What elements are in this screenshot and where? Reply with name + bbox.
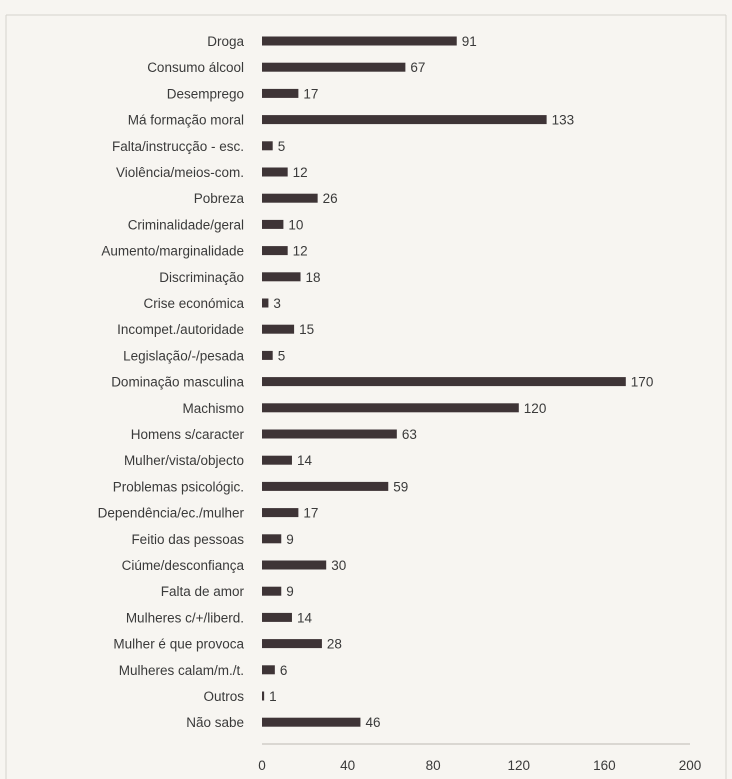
- category-label: Problemas psicológic.: [113, 479, 244, 494]
- value-label: 14: [297, 453, 313, 468]
- category-label: Falta/instrucção - esc.: [112, 139, 244, 154]
- x-tick-label: 200: [679, 758, 702, 773]
- bar: [262, 272, 301, 282]
- category-label: Violência/meios-com.: [116, 165, 244, 180]
- bar: [262, 298, 269, 308]
- category-label: Crise económica: [143, 296, 244, 311]
- bar: [262, 403, 519, 413]
- bar: [262, 141, 273, 151]
- category-label: Discriminação: [159, 270, 244, 285]
- value-label: 17: [303, 506, 318, 521]
- value-label: 12: [293, 244, 308, 259]
- value-label: 9: [286, 532, 294, 547]
- category-label: Não sabe: [186, 715, 244, 730]
- bar: [262, 586, 282, 596]
- category-label: Desemprego: [167, 86, 244, 101]
- value-label: 18: [306, 270, 321, 285]
- bar: [262, 534, 282, 544]
- bar: [262, 665, 275, 675]
- value-label: 10: [288, 217, 303, 232]
- bar: [262, 481, 389, 491]
- bar: [262, 429, 397, 439]
- value-label: 91: [462, 34, 477, 49]
- value-label: 9: [286, 584, 294, 599]
- bar: [262, 639, 322, 649]
- bar: [262, 193, 318, 203]
- value-label: 17: [303, 86, 318, 101]
- value-label: 5: [278, 139, 286, 154]
- x-tick-label: 40: [340, 758, 355, 773]
- category-label: Incompet./autoridade: [117, 322, 244, 337]
- value-label: 1: [269, 689, 277, 704]
- bar: [262, 691, 265, 701]
- category-label: Falta de amor: [161, 584, 245, 599]
- x-tick-label: 0: [258, 758, 266, 773]
- value-label: 133: [552, 113, 575, 128]
- bar: [262, 167, 288, 177]
- value-label: 30: [331, 558, 346, 573]
- category-label: Criminalidade/geral: [128, 217, 244, 232]
- value-label: 63: [402, 427, 417, 442]
- bar: [262, 115, 547, 125]
- category-label: Legislação/-/pesada: [123, 348, 244, 363]
- category-label: Mulher/vista/objecto: [124, 453, 244, 468]
- x-tick-label: 160: [593, 758, 616, 773]
- bar: [262, 560, 327, 570]
- category-label: Outros: [203, 689, 244, 704]
- category-label: Pobreza: [194, 191, 245, 206]
- category-label: Aumento/marginalidade: [101, 244, 244, 259]
- value-label: 120: [524, 401, 547, 416]
- bar: [262, 324, 295, 334]
- bar: [262, 350, 273, 360]
- value-label: 12: [293, 165, 308, 180]
- category-label: Dependência/ec./mulher: [98, 506, 245, 521]
- category-label: Feitio das pessoas: [131, 532, 244, 547]
- value-label: 28: [327, 637, 342, 652]
- value-label: 5: [278, 348, 286, 363]
- bar: [262, 377, 626, 387]
- value-label: 46: [365, 715, 380, 730]
- value-label: 14: [297, 610, 313, 625]
- category-label: Mulheres calam/m./t.: [119, 663, 244, 678]
- category-label: Ciúme/desconfiança: [122, 558, 245, 573]
- category-label: Mulheres c/+/liberd.: [126, 610, 244, 625]
- category-label: Machismo: [182, 401, 244, 416]
- bar: [262, 246, 288, 256]
- value-label: 3: [273, 296, 281, 311]
- value-label: 67: [410, 60, 425, 75]
- x-tick-label: 120: [508, 758, 531, 773]
- category-label: Droga: [207, 34, 244, 49]
- bar: [262, 62, 406, 72]
- x-tick-label: 80: [426, 758, 441, 773]
- category-label: Homens s/caracter: [131, 427, 245, 442]
- x-axis-ticks: 0 40 80 120 160 200: [258, 758, 701, 773]
- value-label: 170: [631, 375, 654, 390]
- bar: [262, 508, 299, 518]
- bar: [262, 219, 284, 229]
- bar: [262, 455, 292, 465]
- category-label: Má formação moral: [128, 113, 244, 128]
- value-label: 59: [393, 479, 408, 494]
- bar: [262, 88, 299, 98]
- value-label: 6: [280, 663, 288, 678]
- category-label: Mulher é que provoca: [113, 637, 244, 652]
- bar: [262, 612, 292, 622]
- bar: [262, 36, 457, 46]
- value-label: 26: [323, 191, 338, 206]
- category-label: Consumo álcool: [147, 60, 244, 75]
- bar: [262, 717, 361, 727]
- value-label: 15: [299, 322, 314, 337]
- category-label: Dominação masculina: [111, 375, 244, 390]
